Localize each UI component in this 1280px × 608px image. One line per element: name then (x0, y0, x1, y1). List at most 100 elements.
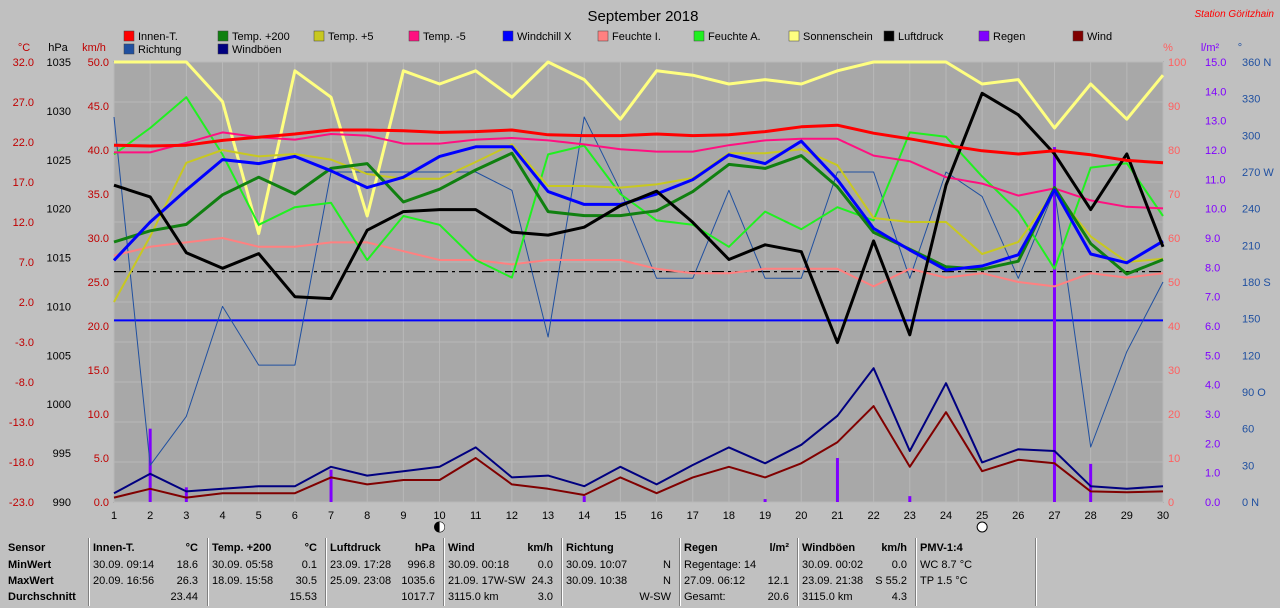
full-moon-icon (976, 521, 988, 533)
hpa-axis-tick-label: 990 (53, 497, 71, 509)
legend-swatch (408, 30, 420, 42)
rain-bar (582, 496, 586, 502)
stats-separator (325, 538, 327, 606)
x-tick-label: 3 (183, 510, 189, 522)
stats-min-time: Regentage: 14 (684, 559, 757, 571)
legend-swatch (123, 30, 135, 42)
direction-axis-unit: ° (1238, 42, 1242, 54)
kmh-axis-tick-label: 5.0 (94, 453, 109, 465)
weather-chart: September 2018 Station Göritzhain Innen-… (8, 8, 1275, 533)
rain-axis-tick-label: 10.0 (1205, 204, 1226, 216)
stats-min-value: 0.0 (537, 559, 553, 571)
rain-axis-tick-label: 15.0 (1205, 57, 1226, 69)
stats-title: PMV-1:4 (920, 542, 963, 554)
hpa-axis-tick-label: 1035 (47, 57, 71, 69)
stats-separator (1035, 538, 1037, 606)
direction-axis-tick-label: 270 W (1242, 167, 1274, 179)
stats-unit: °C (304, 542, 317, 554)
stats-title: Wind (448, 542, 475, 554)
celsius-axis-tick-label: -23.0 (9, 497, 34, 509)
x-tick-label: 15 (614, 510, 626, 522)
stats-min-value: 0.1 (301, 559, 317, 571)
x-tick-label: 5 (256, 510, 262, 522)
legend-swatch (217, 30, 229, 42)
stats-avg-value: 15.53 (289, 591, 317, 603)
stats-min-time: 30.09. 00:18 (448, 559, 510, 571)
legend-label: Regen (993, 31, 1025, 43)
direction-axis-tick-label: 360 N (1242, 57, 1271, 69)
stats-title: Regen (684, 542, 718, 554)
series-line-wind (113, 405, 1164, 499)
direction-axis-tick-label: 30 (1242, 460, 1254, 472)
x-tick-label: 25 (976, 510, 988, 522)
x-tick-label: 14 (578, 510, 590, 522)
stats-column-richtung: Richtung 30.09. 10:07 N 30.09. 10:38 N W-SW (566, 536, 671, 608)
x-tick-label: 29 (1121, 510, 1133, 522)
moon-phase-shade (439, 522, 445, 532)
stats-panel: Sensor MinWert MaxWert Durchschnitt Innen-T.… (0, 536, 1280, 608)
hpa-axis-tick-label: 1015 (47, 253, 71, 265)
stats-column-windb-en: Windböen km/h 30.09. 00:02 0.0 23.09. 21:38 S… (802, 536, 907, 608)
stats-avg-value: 3.0 (537, 591, 553, 603)
kmh-axis-tick-label: 20.0 (88, 321, 109, 333)
celsius-axis-tick-label: 17.0 (13, 177, 34, 189)
axis-unit-labels: °C hPa km/h% l/m² ° (18, 42, 1242, 54)
row-label-avg: Durchschnitt (8, 591, 76, 603)
legend-label: Feuchte I. (612, 31, 661, 43)
stats-min-time: 30.09. 09:14 (93, 559, 155, 571)
rain-axis-tick-label: 14.0 (1205, 86, 1226, 98)
legend-swatch (1072, 30, 1084, 42)
stats-avg-note: 3115.0 km (802, 591, 853, 603)
station-name: Station Göritzhain (1195, 9, 1275, 20)
direction-axis-tick-label: 150 (1242, 314, 1260, 326)
direction-axis-tick-label: 330 (1242, 94, 1260, 106)
legend-label: Richtung (138, 44, 181, 56)
series-line-innen-t (113, 123, 1164, 165)
kmh-axis-tick-label: 25.0 (88, 277, 109, 289)
stats-min-value: 996.8 (407, 559, 435, 571)
series-line-windb-en (113, 367, 1164, 495)
hpa-axis-tick-label: 1025 (47, 155, 71, 167)
rain-axis-tick-label: 5.0 (1205, 350, 1220, 362)
direction-axis-tick-label: 120 (1242, 350, 1260, 362)
percent-axis-tick-label: 40 (1168, 321, 1180, 333)
x-tick-label: 26 (1012, 510, 1024, 522)
hpa-axis-tick-label: 1000 (47, 399, 71, 411)
stats-min-time: WC 8.7 °C (920, 559, 973, 571)
legend-swatch (978, 30, 990, 42)
stats-unit: °C (185, 542, 198, 554)
x-tick-label: 27 (1048, 510, 1060, 522)
x-tick-label: 24 (940, 510, 952, 522)
stats-title: Richtung (566, 542, 614, 554)
x-tick-label: 4 (219, 510, 225, 522)
legend-swatch (788, 30, 800, 42)
rain-bar (1089, 463, 1093, 502)
row-label-sensor: Sensor (8, 542, 46, 554)
kmh-axis-tick-label: 40.0 (88, 145, 109, 157)
rain-bar (184, 487, 188, 502)
percent-axis-tick-label: 60 (1168, 233, 1180, 245)
celsius-axis-tick-label: 2.0 (19, 297, 34, 309)
stats-max-time: 18.09. 15:58 (212, 575, 274, 587)
direction-axis-tick-label: 60 (1242, 424, 1254, 436)
stats-min-time: 23.09. 17:28 (330, 559, 392, 571)
percent-axis-tick-label: 100 (1168, 57, 1186, 69)
rain-axis-tick-label: 7.0 (1205, 292, 1220, 304)
stats-separator (679, 538, 681, 606)
series-line-richtung (113, 116, 1164, 466)
celsius-axis-tick-label: 7.0 (19, 257, 34, 269)
stats-row-labels: Sensor MinWert MaxWert Durchschnitt (8, 536, 88, 608)
legend-label: Luftdruck (898, 31, 944, 43)
x-tick-label: 8 (364, 510, 370, 522)
x-tick-label: 16 (650, 510, 662, 522)
stats-min-time: 30.09. 05:58 (212, 559, 274, 571)
stats-separator (561, 538, 563, 606)
stats-max-value: 1035.6 (401, 575, 435, 587)
stats-column-innen-t: Innen-T. °C 30.09. 09:14 18.6 20.09. 16:56 26… (93, 536, 198, 608)
direction-axis-tick-label: 180 S (1242, 277, 1271, 289)
legend-swatch (693, 30, 705, 42)
stats-title: Luftdruck (330, 542, 381, 554)
rain-bar (329, 469, 333, 502)
rain-axis-tick-label: 3.0 (1205, 409, 1220, 421)
x-tick-label: 23 (904, 510, 916, 522)
